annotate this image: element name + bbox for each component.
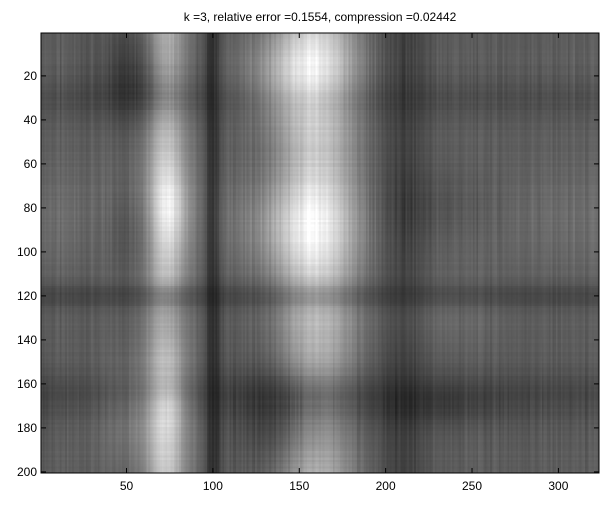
y-tick-label: 100 [17,245,37,259]
y-tick-label: 40 [24,113,38,127]
x-tick-label: 150 [289,479,309,493]
y-tick-label: 200 [17,465,37,479]
axis-tick-labels: 50 100 150 200 250 300 20 40 60 80 100 120 140 160 180… [17,69,569,493]
image-pixels [41,33,599,473]
plot-title: k =3, relative error =0.1554, compressio… [184,10,457,24]
y-tick-label: 60 [24,157,38,171]
y-tick-label: 180 [17,421,37,435]
y-tick-label: 20 [24,69,38,83]
y-tick-label: 160 [17,377,37,391]
x-tick-label: 300 [548,479,568,493]
x-tick-label: 100 [203,479,223,493]
axis-ticks [41,33,599,473]
y-tick-label: 120 [17,289,37,303]
axes-frame [40,32,600,474]
reconstructed-image [41,33,599,473]
x-tick-label: 250 [462,479,482,493]
x-tick-label: 50 [120,479,134,493]
y-tick-label: 80 [24,201,38,215]
x-tick-label: 200 [376,479,396,493]
y-tick-label: 140 [17,333,37,347]
